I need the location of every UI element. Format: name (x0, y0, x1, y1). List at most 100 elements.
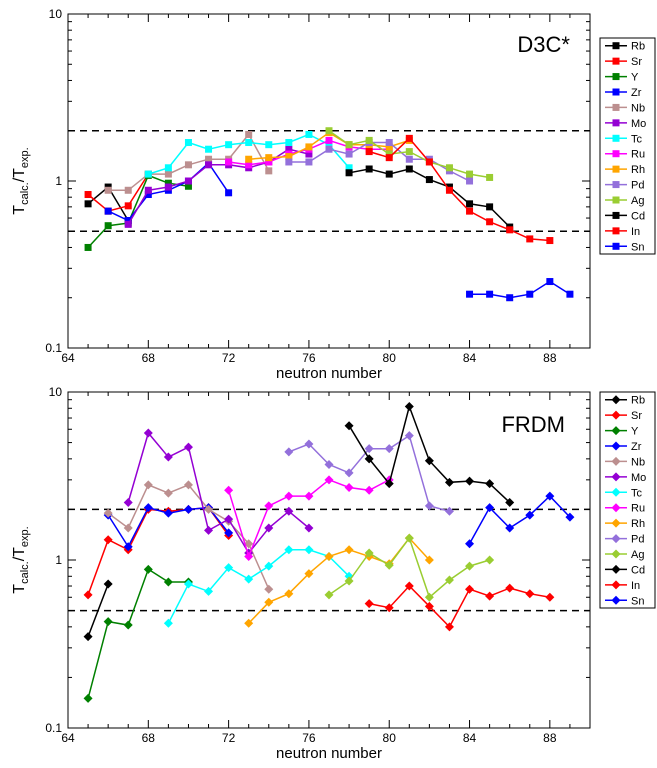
data-point (344, 576, 354, 586)
series-sn (466, 278, 574, 302)
data-point (324, 590, 334, 600)
legend-entry-ru: Ru (605, 149, 645, 161)
legend-entry-rb: Rb (605, 41, 645, 53)
data-point (264, 523, 274, 533)
series-rb (83, 579, 113, 642)
series-line (167, 549, 350, 624)
data-point (123, 620, 133, 630)
legend-marker (611, 441, 621, 451)
legend-label: Ru (631, 503, 645, 515)
legend-entry-rb: Rb (605, 395, 645, 407)
legend-entry-zr: Zr (605, 441, 642, 453)
data-point (344, 483, 354, 493)
legend-label: Rb (631, 395, 645, 407)
data-point (545, 592, 555, 602)
data-point (83, 590, 93, 600)
data-point (205, 145, 213, 153)
data-point (244, 551, 254, 561)
legend-label: Nb (631, 456, 645, 468)
legend-label: Tc (631, 487, 643, 499)
data-point (164, 179, 172, 187)
legend-entry-sn: Sn (605, 595, 644, 607)
data-point (204, 586, 214, 596)
series-line (87, 173, 149, 212)
series-line (127, 148, 310, 225)
data-point (264, 584, 274, 594)
legend-entry-sn: Sn (605, 241, 644, 253)
data-point (285, 153, 293, 161)
x-tick-label: 84 (463, 731, 477, 745)
data-point (345, 141, 353, 149)
series-line (127, 431, 310, 555)
y-tick-label: 0.1 (45, 721, 62, 735)
data-point (505, 523, 515, 533)
data-point (364, 485, 374, 495)
data-point (265, 141, 273, 149)
data-point (103, 617, 113, 627)
series-sn (465, 491, 575, 549)
series-cd (345, 165, 514, 231)
data-point (486, 203, 494, 211)
panel-frdm: 0.1 1 10 64 68 72 76 80 84 88 neutron number Tcalc.… (11, 385, 656, 762)
data-point (83, 693, 93, 703)
legend-entry-tc: Tc (605, 133, 643, 145)
series-line (87, 568, 189, 699)
legend-entry-ag: Ag (605, 195, 644, 207)
data-point (284, 447, 294, 457)
data-point (424, 555, 434, 565)
data-point (264, 561, 274, 571)
data-point (486, 290, 494, 298)
data-point (324, 460, 334, 470)
data-point (545, 491, 555, 501)
data-point (164, 164, 172, 172)
data-point (205, 161, 213, 169)
data-point (184, 182, 192, 190)
data-point (344, 468, 354, 478)
y-tick-label: 1 (55, 174, 62, 188)
data-point (244, 539, 254, 549)
data-point (164, 183, 172, 191)
legend-marker (612, 165, 620, 173)
series-line (227, 478, 390, 559)
data-point (123, 523, 133, 533)
legend-marker (611, 580, 621, 590)
data-point (465, 561, 475, 571)
series-ag (324, 533, 495, 602)
series-in (365, 134, 554, 245)
data-point (424, 501, 434, 511)
series-mo (123, 428, 314, 558)
data-point (385, 154, 393, 162)
data-point (365, 136, 373, 144)
y-tick-label: 10 (49, 385, 63, 399)
data-point (225, 158, 233, 166)
data-point (384, 479, 394, 489)
legend-entry-ag: Ag (605, 549, 644, 561)
data-point (384, 560, 394, 570)
data-point (385, 170, 393, 178)
data-point (304, 523, 314, 533)
data-point (124, 202, 132, 210)
x-tick-label: 68 (142, 351, 156, 365)
legend-entry-rh: Rh (605, 518, 645, 530)
data-point (284, 491, 294, 501)
data-point (405, 155, 413, 163)
legend-label: Ag (631, 549, 644, 561)
data-point (345, 164, 353, 172)
data-point (526, 290, 534, 298)
data-point (284, 589, 294, 599)
legend-entry-zr: Zr (605, 87, 642, 99)
data-point (184, 139, 192, 147)
legend-label: Ag (631, 195, 644, 207)
data-point (445, 164, 453, 172)
legend-marker (611, 534, 621, 544)
data-point (466, 290, 474, 298)
data-point (566, 290, 574, 298)
data-point (144, 186, 152, 194)
data-point (143, 503, 153, 513)
legend-entry-pd: Pd (605, 534, 644, 546)
data-point (304, 439, 314, 449)
series-cd (344, 401, 515, 507)
data-point (444, 622, 454, 632)
data-point (245, 155, 253, 163)
panel-title: D3C* (517, 32, 570, 57)
